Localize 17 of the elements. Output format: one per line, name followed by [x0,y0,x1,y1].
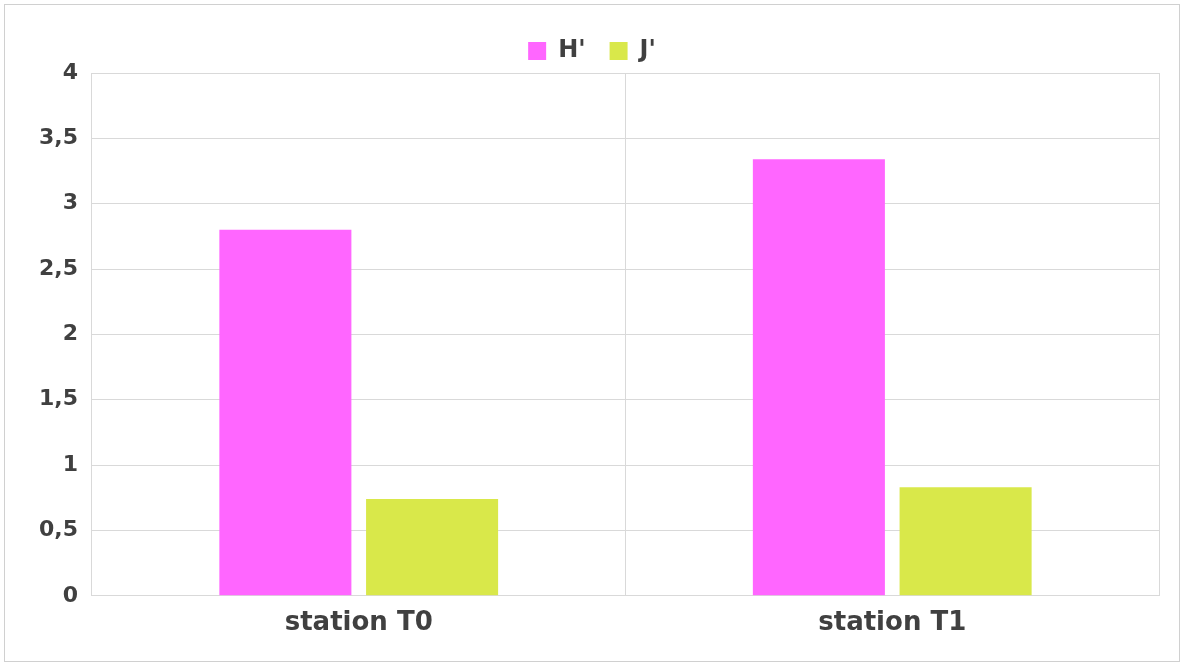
y-tick-label: 1,5 [38,385,78,411]
bar [899,487,1032,596]
y-tick-label: 0,5 [38,516,78,542]
y-tick-label: 2,5 [38,254,78,280]
bar [219,229,352,596]
legend-label: H' [558,35,586,64]
y-tick-label: 3,5 [38,124,78,150]
bar [752,159,885,596]
x-tick-label: station T1 [818,606,967,637]
x-tick-label: station T0 [284,606,433,637]
y-tick-label: 3 [62,189,78,215]
bar [366,499,499,596]
y-tick-label: 1 [62,450,78,476]
legend-label: J' [637,35,656,64]
y-tick-label: 4 [62,58,78,84]
y-tick-label: 2 [62,320,78,346]
y-tick-label: 0 [62,581,78,607]
